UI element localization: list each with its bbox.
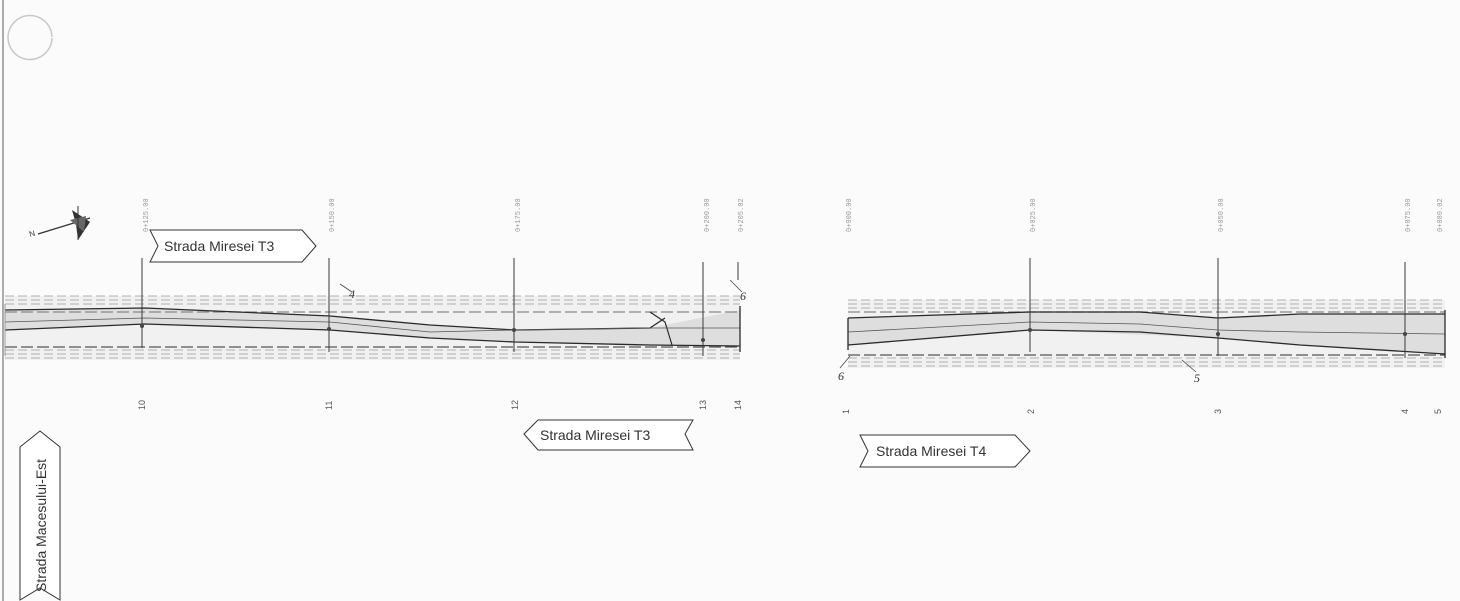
station-nodes-t4 bbox=[1028, 328, 1407, 336]
station-lines-t4 bbox=[1029, 258, 1406, 358]
north-letter: N bbox=[28, 229, 36, 239]
street-label-t3-bottom: Strada Miresei T3 bbox=[523, 419, 694, 451]
street-label-macesului-text: Strada Macesului-Est bbox=[33, 459, 49, 592]
marker-5: 5 bbox=[1194, 371, 1200, 385]
station-number-11: 11 bbox=[324, 401, 334, 410]
chainage-12: 0+175.00 bbox=[515, 198, 523, 232]
street-label-t3-bottom-text: Strada Miresei T3 bbox=[540, 427, 650, 443]
chainage-5: 0+080.02 bbox=[1437, 198, 1445, 232]
chainage-1: 0+000.00 bbox=[846, 198, 854, 232]
street-label-t4-text: Strada Miresei T4 bbox=[876, 443, 986, 459]
street-label-macesului: Strada Macesului-Est bbox=[19, 430, 61, 601]
chainage-4: 0+075.00 bbox=[1405, 198, 1413, 232]
station-number-12: 12 bbox=[510, 400, 520, 410]
street-label-t4: Strada Miresei T4 bbox=[859, 434, 1031, 468]
road-edge-bottom bbox=[847, 329, 1446, 355]
chainage-2: 0+025.00 bbox=[1030, 198, 1038, 232]
chainage-14: 0+205.02 bbox=[738, 198, 746, 232]
station-number-14: 14 bbox=[733, 400, 743, 410]
street-label-t3-top-text: Strada Miresei T3 bbox=[164, 238, 274, 254]
road-edge-bottom bbox=[4, 323, 741, 347]
chainage-10: 0+125.00 bbox=[143, 198, 151, 232]
road-edge-top bbox=[847, 311, 1445, 319]
north-arrow-icon: N bbox=[28, 206, 91, 240]
station-number-5: 5 bbox=[1433, 409, 1443, 414]
road-segment-t4 bbox=[847, 299, 1446, 368]
road-segment-t3 bbox=[4, 295, 741, 360]
marker-6-left: 6 bbox=[740, 289, 746, 303]
station-number-1: 1 bbox=[841, 409, 851, 414]
station-number-2: 2 bbox=[1026, 409, 1036, 414]
chainage-11: 0+150.00 bbox=[329, 198, 337, 232]
station-number-13: 13 bbox=[698, 400, 708, 410]
marker-4: 4 bbox=[349, 287, 355, 301]
chainage-13: 0+200.00 bbox=[704, 198, 712, 232]
station-number-10: 10 bbox=[137, 400, 147, 410]
station-nodes-t3 bbox=[140, 324, 705, 342]
station-number-4: 4 bbox=[1400, 409, 1410, 414]
chainage-3: 0+050.00 bbox=[1218, 198, 1226, 232]
marker-6-right: 6 bbox=[838, 369, 844, 383]
street-label-t3-top: Strada Miresei T3 bbox=[149, 229, 317, 263]
punch-hole-mark bbox=[7, 14, 53, 61]
road-surface bbox=[5, 308, 740, 346]
station-number-3: 3 bbox=[1213, 409, 1223, 414]
